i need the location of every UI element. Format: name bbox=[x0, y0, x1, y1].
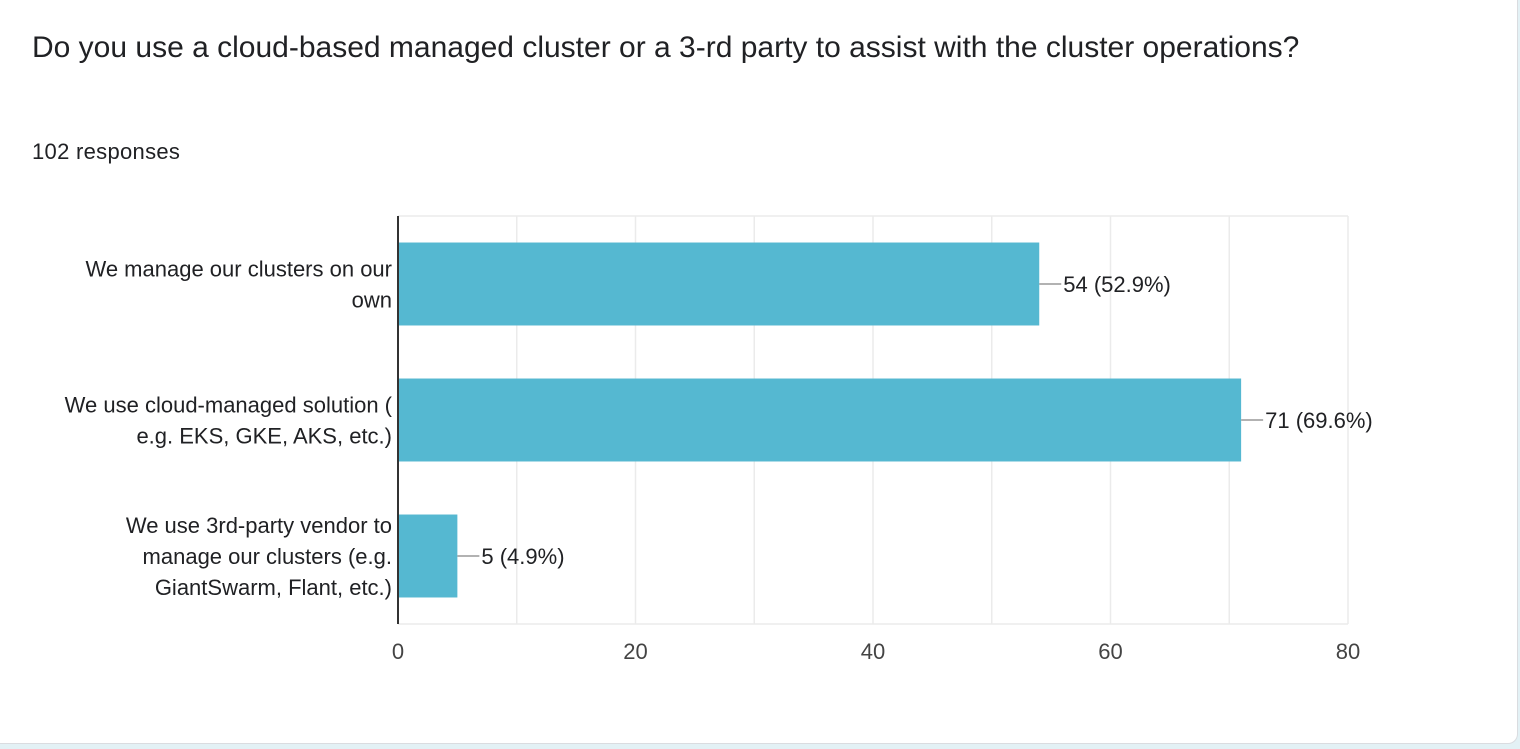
category-label: We use cloud-managed solution ( bbox=[65, 393, 393, 418]
bar bbox=[398, 378, 1242, 462]
category-label: own bbox=[352, 288, 392, 313]
data-label: 5 (4.9%) bbox=[481, 544, 564, 569]
x-tick-label: 80 bbox=[1336, 639, 1360, 664]
response-count: 102 responses bbox=[32, 139, 181, 164]
category-label: e.g. EKS, GKE, AKS, etc.) bbox=[136, 424, 392, 449]
category-label: We use 3rd-party vendor to bbox=[126, 513, 392, 538]
bar bbox=[398, 514, 458, 598]
x-tick-label: 60 bbox=[1098, 639, 1122, 664]
category-label: GiantSwarm, Flant, etc.) bbox=[155, 575, 392, 600]
bar bbox=[398, 242, 1040, 326]
x-tick-label: 20 bbox=[623, 639, 647, 664]
data-label: 71 (69.6%) bbox=[1265, 408, 1373, 433]
category-label: We manage our clusters on our bbox=[85, 257, 392, 282]
data-label: 54 (52.9%) bbox=[1063, 272, 1171, 297]
category-label: manage our clusters (e.g. bbox=[143, 544, 392, 569]
x-tick-label: 40 bbox=[861, 639, 885, 664]
x-tick-label: 0 bbox=[392, 639, 404, 664]
question-title: Do you use a cloud-based managed cluster… bbox=[32, 31, 1300, 64]
